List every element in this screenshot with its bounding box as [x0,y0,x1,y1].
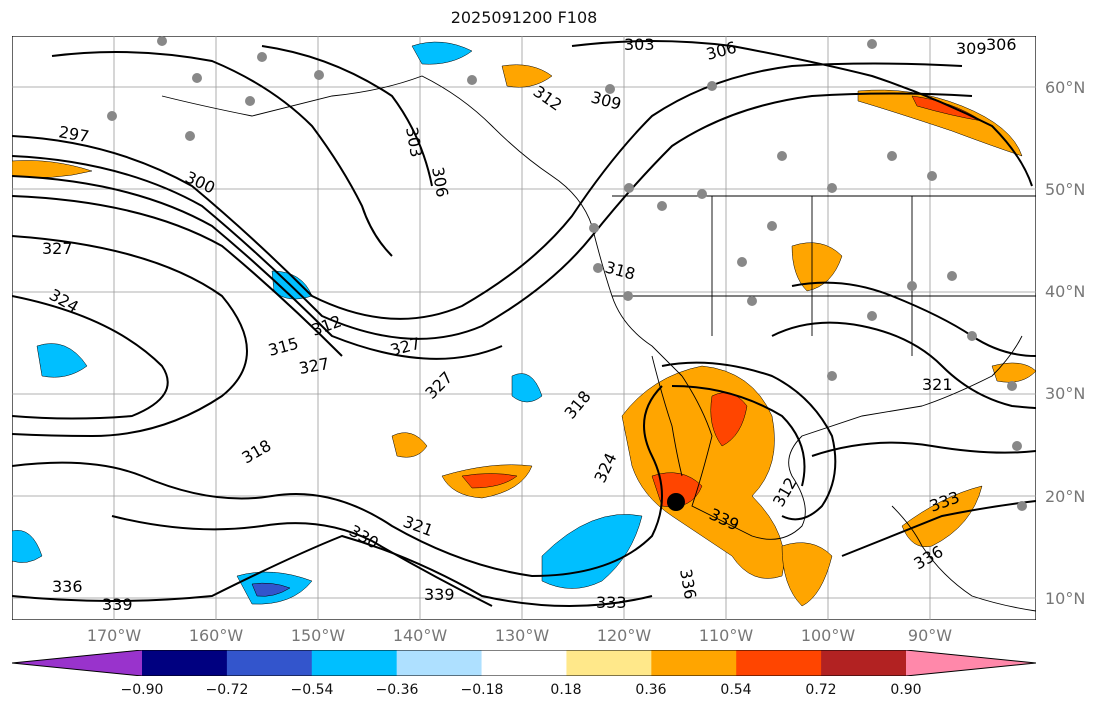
contour-label: 306 [986,36,1017,54]
contour-label: 333 [596,593,627,612]
colorbar-tick-label: 0.72 [805,682,837,698]
colorbar-segment [736,650,822,676]
isentropic-contours [12,40,1036,607]
colorbar-segment [396,650,483,676]
storm-center-marker [667,493,685,511]
lon-tick-label: 110°W [698,626,754,645]
contour-label: 321 [922,375,953,394]
lon-tick-label: 130°W [494,626,550,645]
colorbar-segment [821,650,907,676]
lat-tick-label: 10°N [1045,589,1086,608]
contour-label: 339 [424,585,455,604]
colorbar-tick-label: 0.36 [635,682,667,698]
weather-map: 303 306 309 312 297 300 303 306 327 324 … [12,36,1036,620]
station-markers [107,36,1027,511]
lat-tick-label: 50°N [1045,180,1086,199]
colorbar-tick-label: −0.72 [205,682,249,698]
colorbar-segment [142,650,228,676]
colorbar-min-extension [12,650,142,676]
contour-label: 336 [52,577,83,596]
colorbar-segment [226,650,313,676]
colorbar-tick-label: 0.54 [720,682,752,698]
colorbar-tick-label: 0.18 [550,682,582,698]
colorbar-segment [566,650,652,676]
contour-label: 303 [624,36,655,54]
colorbar [12,650,1036,676]
colorbar-tick-label: −0.18 [460,682,504,698]
lon-tick-label: 150°W [290,626,346,645]
colorbar-segment [651,650,737,676]
coastlines [161,75,1036,612]
lon-tick-label: 160°W [188,626,244,645]
colorbar-tick-label: −0.90 [120,682,164,698]
lat-tick-label: 60°N [1045,78,1086,97]
colorbar-tick-label: −0.36 [375,682,419,698]
contour-label: 309 [956,39,987,58]
colorbar-tick-label: −0.54 [290,682,334,698]
lon-tick-label: 170°W [86,626,142,645]
lat-tick-label: 20°N [1045,487,1086,506]
lat-tick-label: 30°N [1045,384,1086,403]
lat-tick-label: 40°N [1045,282,1086,301]
lon-tick-label: 120°W [596,626,652,645]
lon-tick-label: 90°W [907,626,953,645]
lon-tick-label: 140°W [392,626,448,645]
colorbar-max-extension [906,650,1036,676]
positive-shading [12,64,1036,607]
colorbar-segment [481,650,567,676]
contour-label: 339 [102,595,133,614]
lon-tick-label: 100°W [800,626,856,645]
negative-shading [12,41,643,605]
colorbar-tick-label: 0.90 [890,682,922,698]
map-title: 2025091200 F108 [450,8,598,27]
colorbar-segment [311,650,398,676]
contour-label: 327 [42,239,73,258]
